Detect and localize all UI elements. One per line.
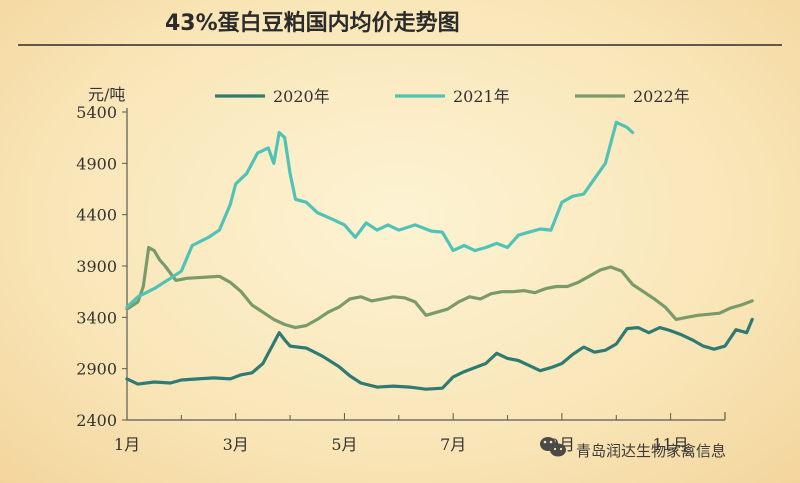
y-tick-label: 4900 [76,154,117,173]
series-line-2022年 [125,245,754,330]
x-tick-label: 7月 [440,435,466,454]
y-tick-label: 2400 [76,411,117,430]
y-axis-unit-label: 元/吨 [88,85,125,104]
x-tick-label: 1月 [114,435,140,454]
wechat-icon [540,437,566,457]
series-line-2020年 [125,317,754,391]
watermark: 青岛润达生物家禽信息 [540,437,726,460]
series-lines [125,120,754,391]
y-tick-label: 2900 [76,360,117,379]
legend-label: 2022年 [633,87,690,106]
x-tick-label: 11月 [652,435,688,454]
y-tick-label: 5400 [76,103,117,122]
legend-label: 2020年 [273,87,330,106]
y-tick-label: 3900 [76,257,117,276]
x-tick-label: 3月 [223,435,249,454]
x-tick-label: 5月 [331,435,357,454]
legend: 2020年 2021年 2022年 [215,87,690,106]
y-tick-label: 3400 [76,308,117,327]
y-tick-label: 4400 [76,206,117,225]
legend-label: 2021年 [453,87,510,106]
series-line-2021年 [125,120,635,309]
axes [122,108,726,421]
x-tick-labels: 1月3月5月7月9月11月 [114,435,689,454]
watermark-text: 青岛润达生物家禽信息 [576,442,726,460]
chart-title: 43%蛋白豆粕国内均价走势图 [165,10,460,36]
y-tick-labels: 2400 2900 3400 3900 4400 4900 5400 [76,103,117,430]
